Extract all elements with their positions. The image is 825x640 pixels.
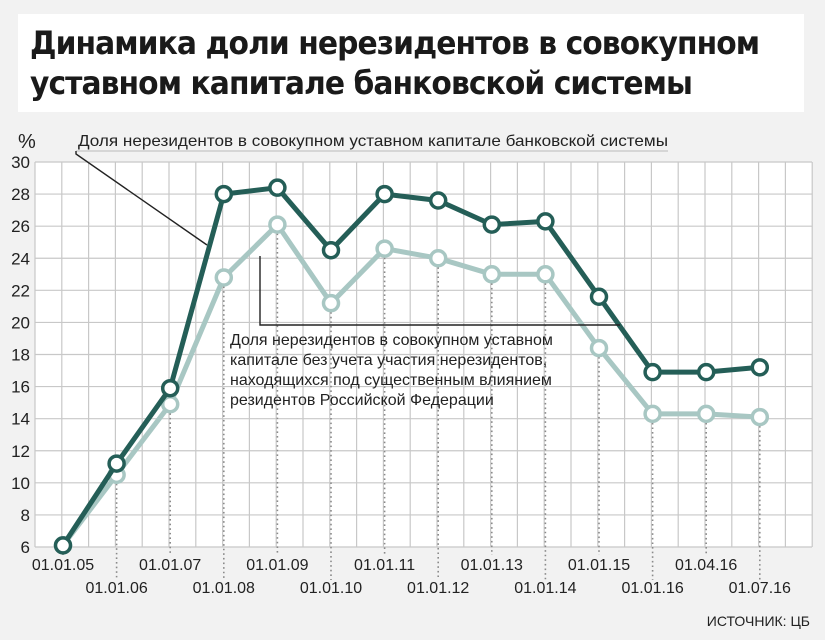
- y-tick-label: 18: [11, 346, 30, 365]
- legend-callouts: Доля нерезидентов в совокупном уставном …: [75, 133, 668, 409]
- x-tick-label: 01.01.11: [354, 557, 415, 574]
- source-note: ИСТОЧНИК: ЦБ: [707, 613, 810, 629]
- x-tick-label: 01.01.09: [246, 557, 308, 574]
- chart-title-line-2: уставном капитале банковской системы: [30, 64, 693, 102]
- y-tick-label: 6: [21, 538, 30, 557]
- y-tick-label: 16: [11, 378, 30, 397]
- legend-series-1-label: Доля нерезидентов в совокупном уставном …: [78, 133, 668, 150]
- series-2-point: [536, 265, 555, 284]
- x-tick-label: 01.01.16: [621, 580, 683, 597]
- y-tick-label: 8: [21, 506, 30, 525]
- series-1-point: [53, 536, 73, 555]
- y-tick-label: 10: [11, 474, 30, 493]
- series-1-point: [482, 215, 502, 234]
- y-tick-label: 14: [11, 410, 30, 429]
- series-2-point: [428, 249, 448, 268]
- legend-series-2-label-line: находящихся под существенным влиянием: [230, 372, 552, 389]
- y-tick-label: 12: [11, 442, 30, 461]
- y-tick-label: 22: [11, 281, 30, 300]
- series-2-point: [321, 293, 341, 313]
- callout-2-leader: [259, 256, 620, 326]
- x-tick-label: 01.01.14: [514, 580, 576, 597]
- series-2-point: [643, 404, 662, 424]
- series-1-point: [214, 184, 234, 204]
- y-tick-label: 28: [11, 185, 30, 204]
- date-stems: [62, 233, 761, 580]
- series-1-point: [696, 362, 716, 382]
- y-tick-label: 30: [11, 153, 30, 172]
- x-tick-label: 01.01.12: [407, 580, 469, 597]
- chart-title-line-1: Динамика доли нерезидентов в совокупном: [30, 24, 760, 62]
- title-panel: Динамика доли нерезидентов в совокупном …: [18, 14, 804, 112]
- series-2-point: [375, 239, 394, 258]
- series-2-point: [750, 407, 770, 427]
- series-1-point: [107, 454, 126, 473]
- x-tick-label: 01.01.08: [193, 580, 255, 597]
- y-tick-label: 24: [11, 249, 30, 268]
- x-tick-label: 01.04.16: [675, 557, 737, 574]
- series-line-2: [61, 222, 760, 547]
- series-2-point: [214, 268, 234, 287]
- series-1-point: [428, 191, 448, 210]
- series-1-point: [375, 184, 394, 204]
- series-2-point: [268, 215, 287, 234]
- series-1-point: [321, 240, 341, 260]
- legend-series-2-label-line: капитале без учета участия нерезидентов,: [230, 352, 547, 369]
- series-1-point: [643, 362, 662, 382]
- x-tick-label: 01.01.05: [32, 557, 94, 574]
- series-1-point: [160, 378, 180, 398]
- x-tick-label: 01.01.13: [461, 557, 523, 574]
- legend-series-2-label-line: Доля нерезидентов в совокупном уставном: [230, 332, 553, 349]
- axis-labels: 6 8 10 12 14 16 18 20 22 24 26 28 30% 01.01.05 01.01.0…: [11, 131, 810, 629]
- x-tick-label: 01.01.10: [300, 580, 362, 597]
- callout-1-leader: [75, 151, 208, 246]
- legend-series-2-label-line: резидентов Российской Федерации: [230, 392, 494, 409]
- x-tick-label: 01.01.06: [85, 580, 147, 597]
- series-2-point: [589, 338, 609, 358]
- y-tick-label: 20: [11, 313, 30, 332]
- series-1-point: [750, 358, 770, 377]
- x-tick-label: 01.01.15: [568, 557, 630, 574]
- series-1-point: [268, 178, 287, 197]
- y-tick-label: 26: [11, 217, 30, 236]
- series-2-point: [482, 265, 502, 284]
- x-tick-label: 01.07.16: [729, 580, 791, 597]
- series-1-point: [589, 287, 609, 306]
- y-axis-unit: %: [18, 131, 36, 153]
- series-2-point: [696, 404, 716, 424]
- series-line-1: [60, 185, 761, 547]
- series-lines: [53, 178, 770, 555]
- x-tick-label: 01.01.07: [139, 557, 201, 574]
- series-1-point: [536, 212, 555, 231]
